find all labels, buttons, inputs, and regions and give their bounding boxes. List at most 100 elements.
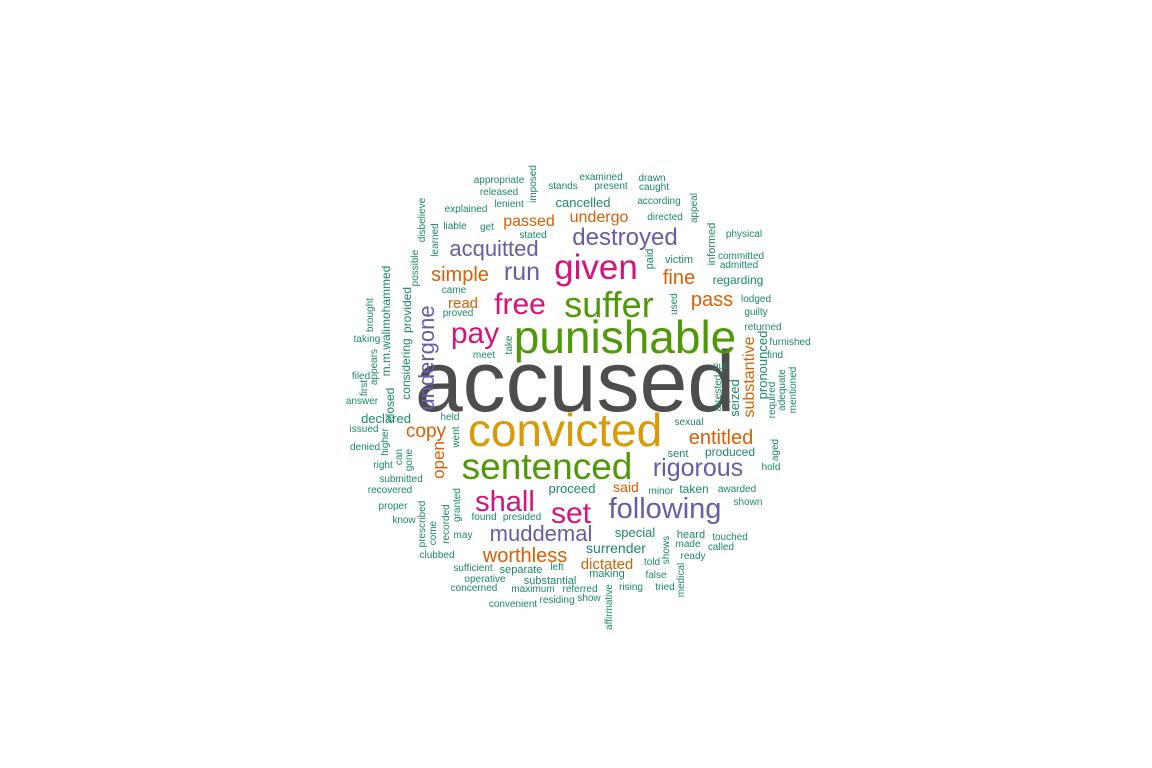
cloud-word-present: present — [594, 181, 628, 192]
cloud-word-maximum: maximum — [511, 584, 554, 595]
cloud-word-worthless: worthless — [482, 545, 567, 567]
cloud-word-proved: proved — [443, 308, 474, 319]
cloud-word-furnished: furnished — [769, 337, 810, 348]
cloud-word-learned: learned — [430, 223, 441, 256]
cloud-word-informed: informed — [706, 223, 718, 266]
cloud-word-sufficient: sufficient — [453, 563, 493, 574]
cloud-word-released: released — [480, 187, 518, 198]
cloud-word-physical: physical — [726, 229, 762, 240]
cloud-word-adequate: adequate — [777, 369, 788, 411]
cloud-word-higher: higher — [380, 427, 391, 455]
cloud-word-made: made — [675, 539, 700, 550]
cloud-word-taken: taken — [679, 482, 708, 496]
cloud-word-m-m-walimohammed: m.m.walimohammed — [379, 266, 393, 377]
cloud-word-medical: medical — [676, 563, 687, 597]
cloud-word-granted: granted — [452, 488, 463, 522]
cloud-word-taking: taking — [354, 334, 381, 345]
cloud-word-put: put — [713, 361, 727, 372]
cloud-word-committed: committed — [718, 251, 764, 262]
cloud-word-produced: produced — [705, 445, 755, 459]
cloud-word-directed: directed — [647, 212, 683, 223]
cloud-word-stands: stands — [548, 181, 577, 192]
cloud-word-shall: shall — [475, 486, 535, 518]
cloud-word-came: came — [442, 285, 467, 296]
cloud-word-meet: meet — [473, 350, 495, 361]
cloud-word-answer: answer — [346, 396, 379, 407]
cloud-word-may: may — [454, 530, 473, 541]
cloud-word-considering: considering — [399, 338, 413, 399]
cloud-word-lenient: lenient — [494, 199, 524, 210]
cloud-word-hold: hold — [762, 462, 781, 473]
cloud-word-acquitted: acquitted — [449, 236, 538, 261]
cloud-word-fine: fine — [663, 267, 695, 289]
cloud-word-liable: liable — [443, 221, 467, 232]
cloud-word-possible: possible — [410, 249, 421, 286]
cloud-word-required: required — [767, 382, 778, 419]
cloud-word-find: find — [767, 350, 783, 361]
cloud-word-read: read — [448, 295, 478, 312]
cloud-word-admitted: admitted — [720, 260, 758, 271]
cloud-word-pay: pay — [451, 317, 499, 350]
cloud-word-pass: pass — [691, 289, 733, 311]
cloud-word-sentenced: sentenced — [462, 446, 633, 487]
cloud-word-brought: brought — [365, 298, 376, 332]
cloud-word-entitled: entitled — [689, 427, 754, 449]
cloud-word-awarded: awarded — [718, 484, 756, 495]
cloud-word-explained: explained — [445, 204, 488, 215]
cloud-word-dictated: dictated — [581, 556, 634, 573]
cloud-word-appropriate: appropriate — [474, 175, 525, 186]
cloud-word-simple: simple — [431, 264, 489, 286]
cloud-word-clubbed: clubbed — [419, 550, 454, 561]
cloud-word-accused: accused — [415, 334, 735, 430]
cloud-word-called: called — [708, 542, 734, 553]
cloud-word-separate: separate — [500, 564, 543, 576]
cloud-word-destroyed: destroyed — [572, 224, 677, 251]
cloud-word-residing: residing — [539, 595, 574, 606]
cloud-word-appeal: appeal — [689, 193, 700, 223]
cloud-word-free: free — [494, 288, 546, 321]
cloud-word-rising: rising — [619, 582, 643, 593]
cloud-word-gone: gone — [404, 448, 415, 471]
cloud-word-affirmative: affirmative — [604, 584, 615, 630]
cloud-word-proceed: proceed — [549, 481, 596, 496]
cloud-word-come: come — [428, 520, 439, 545]
cloud-word-presided: presided — [503, 512, 541, 523]
cloud-word-run: run — [504, 258, 540, 286]
cloud-word-can: can — [394, 449, 405, 465]
cloud-word-denied: denied — [350, 442, 380, 453]
cloud-word-drawn: drawn — [638, 173, 665, 184]
cloud-word-appears: appears — [369, 349, 380, 385]
cloud-word-examined: examined — [579, 172, 622, 183]
cloud-word-victim: victim — [665, 254, 693, 266]
cloud-word-first: first — [359, 380, 370, 396]
cloud-word-undergone: undergone — [414, 305, 439, 410]
cloud-word-imposed: imposed — [528, 165, 539, 203]
cloud-word-set: set — [551, 497, 592, 530]
cloud-word-open: open — [429, 441, 448, 479]
cloud-word-surrender: surrender — [586, 540, 646, 556]
cloud-word-went: went — [451, 426, 462, 448]
cloud-word-seized: seized — [727, 379, 742, 417]
cloud-word-recorded: recorded — [441, 504, 452, 543]
cloud-word-ready: ready — [680, 551, 705, 562]
cloud-word-substantive: substantive — [741, 336, 758, 417]
cloud-word-take: take — [504, 335, 515, 354]
cloud-word-prescribed: prescribed — [417, 501, 428, 548]
cloud-word-paid: paid — [644, 249, 656, 270]
cloud-word-arrested: arrested — [713, 375, 724, 412]
cloud-word-issued: issued — [350, 424, 379, 435]
cloud-word-held: held — [441, 412, 460, 423]
cloud-word-know: know — [392, 515, 416, 526]
cloud-word-aged: aged — [770, 439, 781, 461]
cloud-word-proper: proper — [379, 501, 409, 512]
cloud-word-minor: minor — [648, 486, 674, 497]
cloud-word-touched: touched — [712, 532, 748, 543]
cloud-word-declared: declared — [361, 411, 411, 426]
cloud-word-submitted: submitted — [379, 474, 422, 485]
cloud-word-muddemal: muddemal — [490, 521, 593, 546]
cloud-word-punishable: punishable — [514, 311, 737, 363]
cloud-word-closed: closed — [383, 388, 397, 423]
cloud-word-regarding: regarding — [713, 273, 764, 287]
cloud-word-used: used — [669, 293, 680, 315]
cloud-word-disbelieve: disbelieve — [417, 197, 428, 242]
